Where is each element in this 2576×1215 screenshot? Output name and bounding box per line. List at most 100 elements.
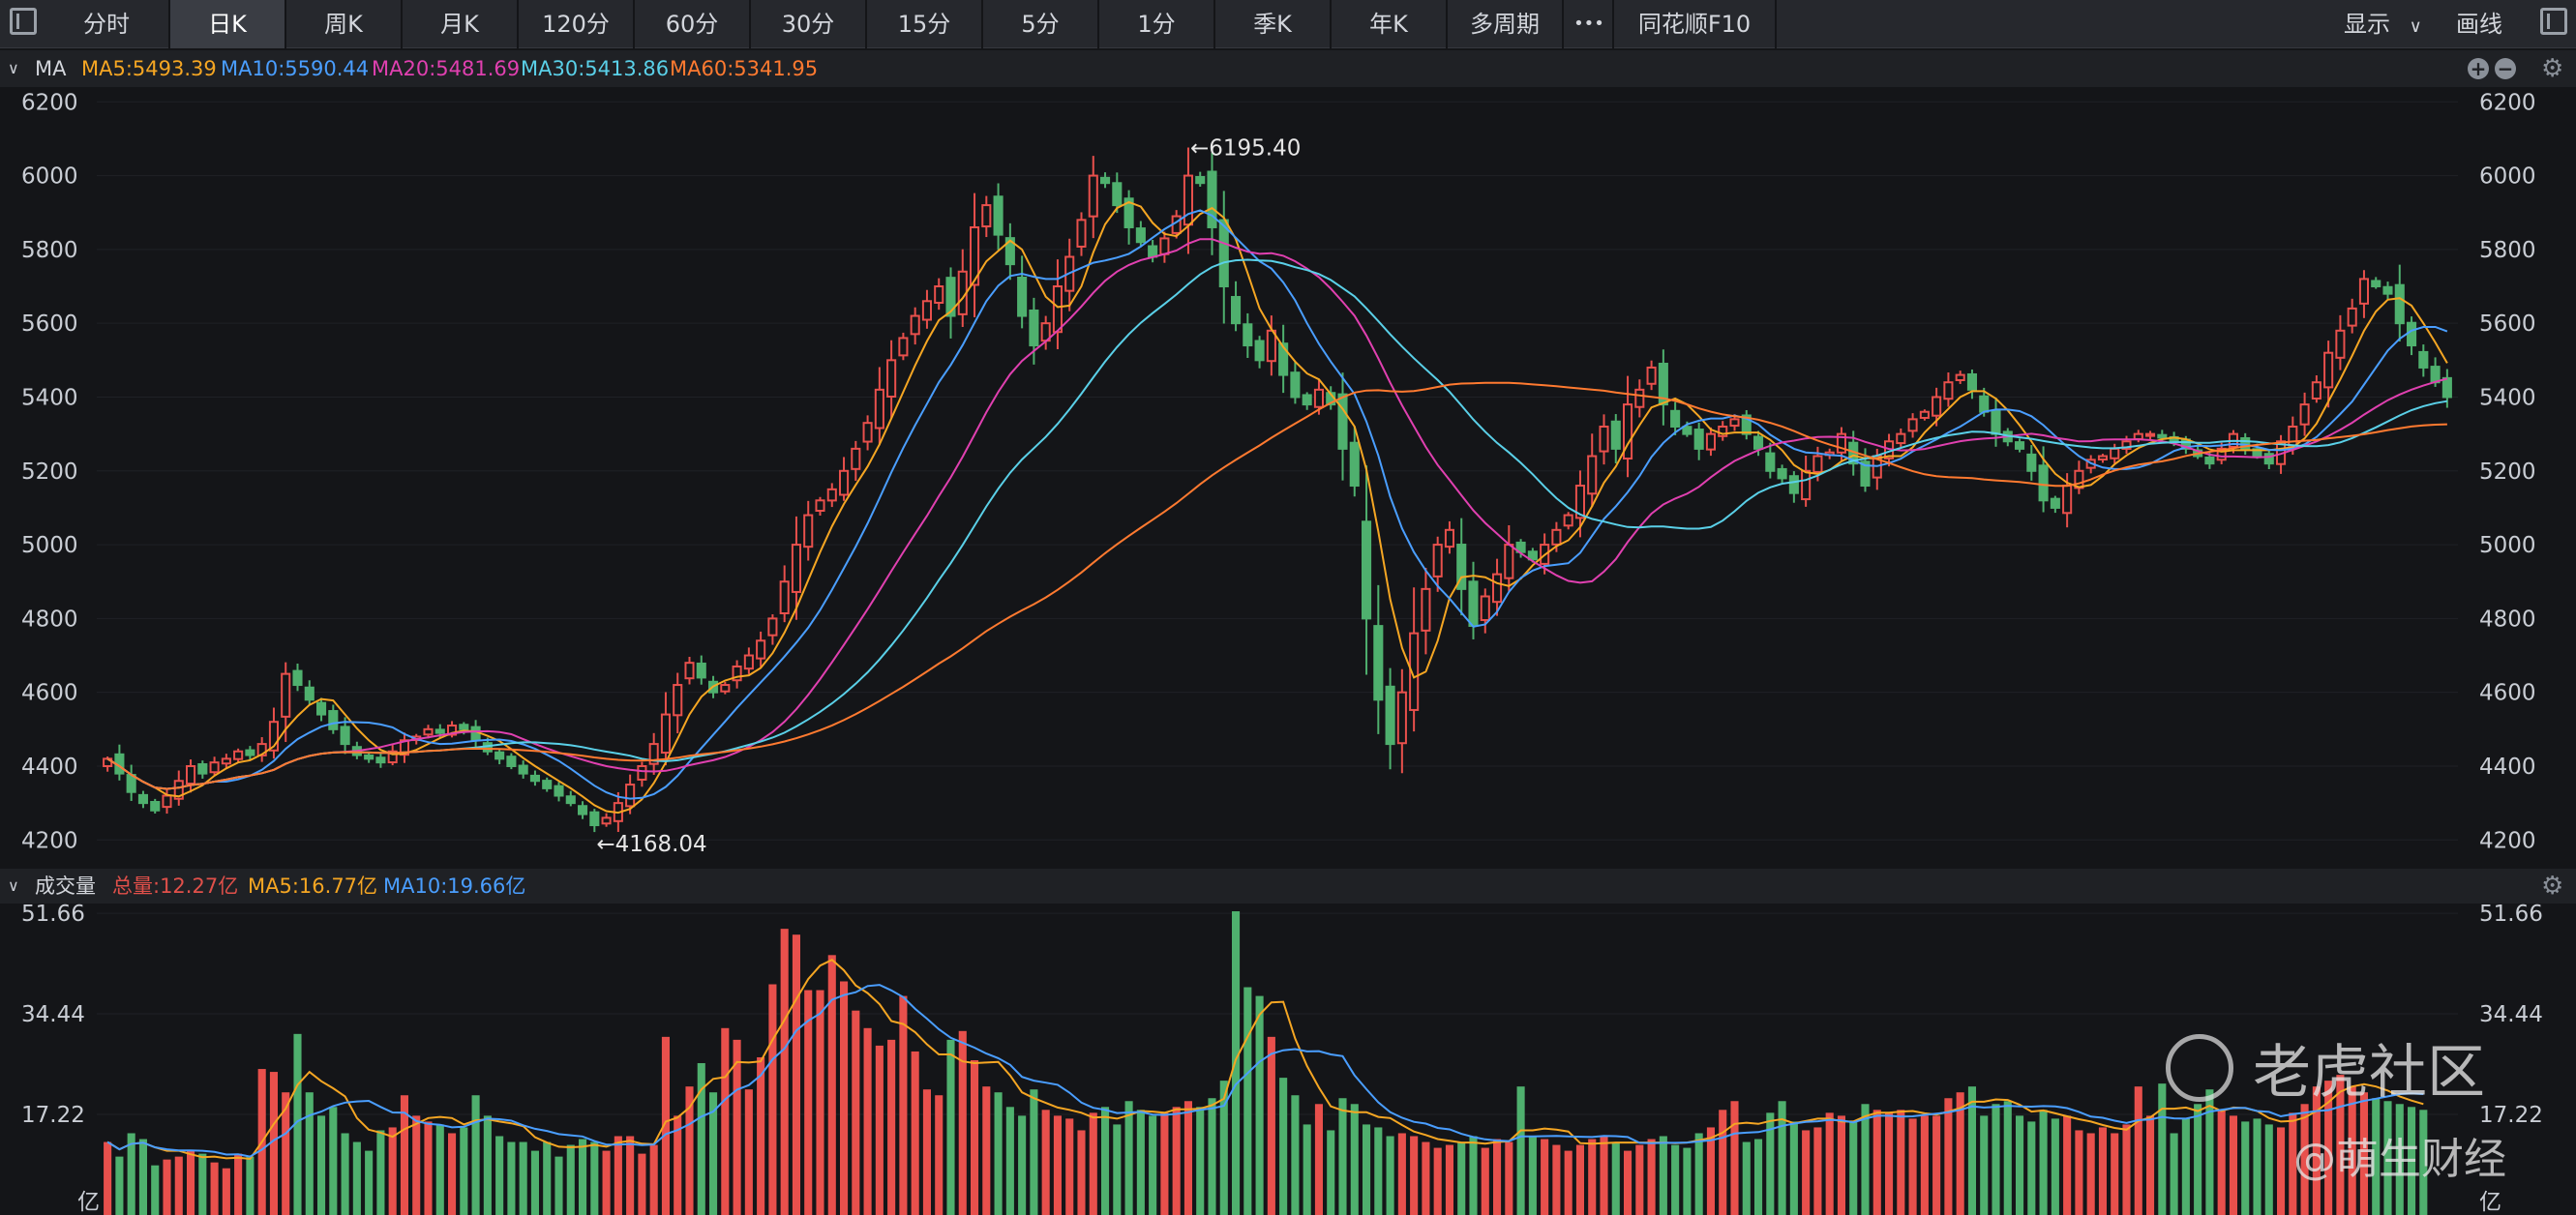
candle-body bbox=[351, 746, 362, 756]
candle-body bbox=[886, 359, 897, 399]
volume-bar bbox=[1837, 1115, 1846, 1215]
period-tab-4[interactable]: 120分 bbox=[519, 0, 635, 48]
volume-bar bbox=[447, 1133, 457, 1215]
period-tab-7[interactable]: 15分 bbox=[867, 0, 983, 48]
volume-bar bbox=[578, 1139, 587, 1215]
display-menu-button[interactable]: 显示 ∨ bbox=[2344, 0, 2422, 48]
candle-body bbox=[197, 763, 208, 775]
volume-bar bbox=[661, 1036, 671, 1215]
price-tick-right: 4400 bbox=[2479, 755, 2536, 780]
candle-body bbox=[1693, 429, 1704, 450]
add-indicator-icon[interactable]: + bbox=[2468, 58, 2489, 79]
volume-bar bbox=[1719, 1110, 1727, 1215]
candle-body bbox=[2014, 441, 2025, 450]
candle-body bbox=[2026, 453, 2037, 472]
candle-body bbox=[1112, 182, 1123, 207]
volume-bar bbox=[2217, 1110, 2226, 1215]
period-tab-12[interactable]: 多周期 bbox=[1448, 0, 1564, 48]
gear-icon[interactable]: ⚙ bbox=[2541, 872, 2564, 901]
collapse-chevron-icon[interactable]: ∨ bbox=[8, 876, 19, 895]
volume-bar bbox=[352, 1141, 361, 1215]
volume-bar bbox=[697, 1063, 705, 1215]
period-tab-2[interactable]: 周K bbox=[286, 0, 403, 48]
volume-unit-right: 亿 bbox=[2479, 1190, 2501, 1215]
candle-body bbox=[1991, 409, 2001, 435]
vol-ma10-legend: MA10:19.66亿 bbox=[383, 874, 526, 898]
volume-bar bbox=[1505, 1141, 1513, 1215]
candle-body bbox=[2002, 430, 2013, 443]
candle-body bbox=[328, 710, 339, 730]
more-periods-button[interactable]: ••• bbox=[1566, 0, 1614, 48]
candle-body bbox=[2394, 283, 2405, 325]
volume-bar bbox=[1018, 1115, 1027, 1215]
volume-bar bbox=[1778, 1101, 1786, 1215]
volume-bar bbox=[1564, 1150, 1573, 1215]
candle-body bbox=[660, 713, 672, 755]
volume-bar bbox=[1005, 1107, 1014, 1215]
volume-bar bbox=[400, 1095, 409, 1215]
period-tab-11[interactable]: 年K bbox=[1332, 0, 1448, 48]
volume-tick-right: 34.44 bbox=[2479, 1002, 2543, 1027]
candle-body bbox=[743, 654, 754, 670]
candle-body bbox=[2085, 459, 2096, 469]
remove-indicator-icon[interactable]: − bbox=[2495, 58, 2516, 79]
volume-bar bbox=[1231, 911, 1241, 1215]
collapse-chevron-icon[interactable]: ∨ bbox=[8, 59, 19, 77]
candle-body bbox=[1207, 170, 1217, 228]
volume-bar bbox=[1422, 1141, 1430, 1215]
candle-body bbox=[1896, 432, 1906, 445]
period-tab-3[interactable]: 月K bbox=[403, 0, 519, 48]
volume-bar bbox=[1967, 1086, 1977, 1215]
candle-body bbox=[732, 665, 742, 682]
candle-body bbox=[459, 724, 469, 730]
volume-ma5-line bbox=[106, 959, 2424, 1161]
price-tick-left: 5400 bbox=[21, 385, 78, 410]
ma5-line bbox=[106, 200, 2448, 815]
candle-body bbox=[613, 802, 623, 822]
volume-tick-right: 51.66 bbox=[2479, 902, 2543, 927]
candle-body bbox=[2371, 280, 2381, 288]
price-tick-right: 5000 bbox=[2479, 533, 2536, 558]
f10-button[interactable]: 同花顺F10 bbox=[1614, 0, 1777, 48]
volume-bar bbox=[1730, 1101, 1739, 1215]
volume-bar bbox=[2075, 1130, 2083, 1215]
period-tab-5[interactable]: 60分 bbox=[635, 0, 751, 48]
period-tab-0[interactable]: 分时 bbox=[45, 0, 170, 48]
candle-body bbox=[542, 780, 553, 789]
volume-bar bbox=[1872, 1110, 1881, 1215]
period-tab-8[interactable]: 5分 bbox=[983, 0, 1099, 48]
period-tab-6[interactable]: 30分 bbox=[751, 0, 867, 48]
candle-body bbox=[1634, 388, 1645, 408]
period-tab-1[interactable]: 日K bbox=[170, 0, 286, 48]
candle-body bbox=[1313, 388, 1325, 408]
panel-toggle-icon[interactable] bbox=[2540, 8, 2567, 35]
candle-body bbox=[791, 544, 802, 593]
period-tab-9[interactable]: 1分 bbox=[1099, 0, 1215, 48]
volume-bar bbox=[1053, 1115, 1063, 1215]
volume-bar bbox=[495, 1136, 504, 1215]
gear-icon[interactable]: ⚙ bbox=[2541, 54, 2564, 83]
period-tab-10[interactable]: 季K bbox=[1215, 0, 1332, 48]
candle-body bbox=[1349, 441, 1360, 488]
volume-bar bbox=[234, 1153, 243, 1215]
draw-line-button[interactable]: 画线 bbox=[2456, 11, 2502, 38]
candle-body bbox=[851, 447, 861, 470]
price-tick-left: 5600 bbox=[21, 311, 78, 337]
candle-body bbox=[1765, 452, 1776, 472]
candle-body bbox=[1587, 455, 1598, 495]
candle-body bbox=[2157, 433, 2168, 439]
volume-bar bbox=[2086, 1133, 2095, 1215]
sidebar-toggle-icon[interactable] bbox=[10, 8, 37, 35]
candle-body bbox=[114, 753, 125, 775]
candle-body bbox=[185, 764, 196, 785]
candle-body bbox=[815, 499, 825, 513]
vol-ma5-legend: MA5:16.77亿 bbox=[248, 874, 378, 898]
candle-body bbox=[1551, 528, 1562, 546]
volume-bar bbox=[780, 929, 789, 1215]
candle-body bbox=[446, 725, 458, 736]
volume-bar bbox=[1647, 1139, 1656, 1215]
candle-body bbox=[1943, 381, 1954, 400]
price-tick-right: 4200 bbox=[2479, 828, 2536, 853]
ma20-line bbox=[106, 238, 2448, 790]
candle-body bbox=[707, 680, 719, 694]
